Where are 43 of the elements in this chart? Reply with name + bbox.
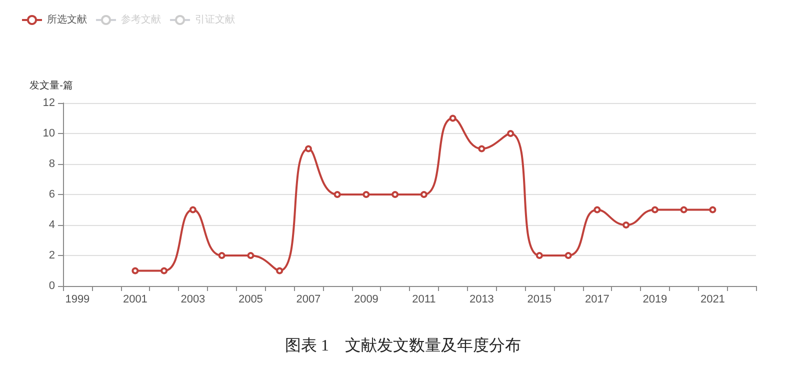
y-tick-label: 12 [42,97,55,109]
x-tick-label: 2013 [469,294,494,306]
text: 图表 1 文献发文数量及年度分布 [285,336,521,354]
point [651,206,658,214]
x-tick-label: 2015 [527,294,552,306]
point [709,206,716,214]
point [362,191,370,198]
point [218,252,226,259]
y-tick-label: 10 [42,128,55,140]
point [478,145,486,152]
legend-label: 所选文献 [47,14,87,26]
x-tick-label: 2011 [412,294,436,306]
point [304,145,312,152]
point [276,267,284,274]
point [449,114,456,122]
point [247,252,254,259]
point [507,130,514,137]
point [160,267,168,274]
y-tick-label: 0 [48,280,55,292]
y-tick-label: 8 [48,158,55,170]
point [334,191,341,198]
x-tick-label: 1999 [65,294,90,306]
y-tick-label: 6 [48,188,55,200]
x-tick-label: 2019 [642,294,668,306]
point [594,206,601,214]
x-tick-label: 2021 [700,294,725,306]
x-tick-label: 2009 [354,294,378,306]
y-axis-title: 发文量-篇 [30,80,73,92]
point [132,267,139,274]
point [622,222,630,228]
point [189,206,196,214]
point [564,252,572,259]
point [680,206,688,214]
x-tick-label: 2005 [238,294,263,306]
point [392,191,399,198]
y-tick-label: 2 [48,250,55,262]
y-tick-label: 4 [48,219,55,231]
x-tick-label: 2003 [180,294,206,306]
x-tick-label: 2007 [296,294,321,306]
point [420,191,428,198]
x-tick-label: 2017 [584,294,610,306]
point [536,252,543,259]
x-tick-label: 2001 [122,294,148,306]
